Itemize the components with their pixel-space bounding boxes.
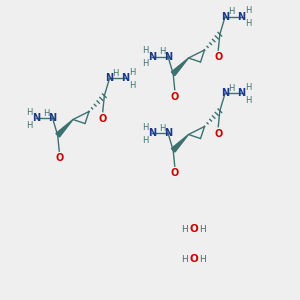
Text: N: N: [221, 12, 229, 22]
Text: H: H: [129, 81, 136, 90]
Text: H: H: [142, 59, 148, 68]
Text: N: N: [164, 52, 172, 61]
Polygon shape: [171, 134, 188, 152]
Polygon shape: [56, 119, 73, 137]
Text: N: N: [164, 128, 172, 138]
Text: O: O: [55, 153, 63, 163]
Text: H: H: [245, 7, 251, 16]
Polygon shape: [171, 58, 188, 76]
Text: H: H: [228, 8, 234, 16]
Text: O: O: [171, 168, 179, 178]
Text: O: O: [189, 224, 198, 235]
Text: H: H: [112, 69, 119, 78]
Text: H: H: [181, 225, 188, 234]
Text: O: O: [189, 254, 198, 265]
Text: N: N: [122, 74, 130, 83]
Text: O: O: [214, 129, 222, 139]
Text: N: N: [32, 113, 40, 123]
Text: H: H: [159, 124, 165, 133]
Text: N: N: [48, 113, 57, 123]
Text: N: N: [148, 52, 156, 61]
Text: H: H: [26, 121, 33, 130]
Text: H: H: [199, 225, 206, 234]
Text: N: N: [148, 128, 156, 138]
Text: H: H: [228, 84, 234, 93]
Text: H: H: [43, 109, 50, 118]
Text: H: H: [129, 68, 136, 77]
Text: N: N: [221, 88, 229, 98]
Text: H: H: [142, 46, 148, 55]
Text: O: O: [171, 92, 179, 102]
Text: H: H: [142, 136, 148, 145]
Text: N: N: [237, 88, 245, 98]
Text: H: H: [245, 83, 251, 92]
Text: H: H: [181, 255, 188, 264]
Text: H: H: [26, 107, 33, 116]
Text: H: H: [245, 20, 251, 28]
Text: N: N: [237, 12, 245, 22]
Text: N: N: [105, 74, 114, 83]
Text: H: H: [245, 96, 251, 105]
Text: O: O: [214, 52, 222, 62]
Text: H: H: [142, 122, 148, 131]
Text: H: H: [159, 47, 165, 56]
Text: O: O: [99, 114, 107, 124]
Text: H: H: [199, 255, 206, 264]
